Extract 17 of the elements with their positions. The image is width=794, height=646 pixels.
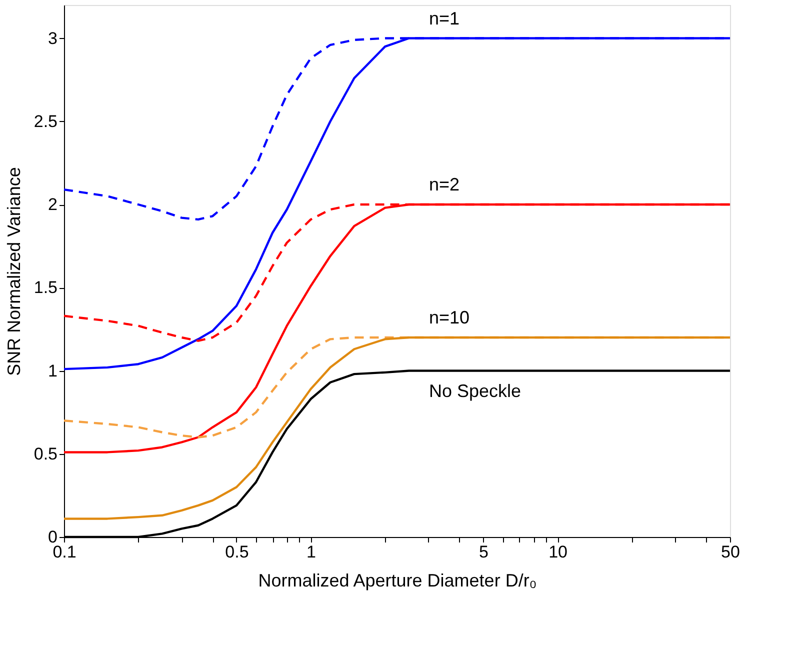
y-tick-label: 1 (48, 361, 58, 380)
y-tick-label: 1.5 (34, 278, 58, 298)
series-label: n=1 (429, 8, 460, 28)
x-tick-label: 10 (548, 542, 568, 562)
x-axis-title: Normalized Aperture Diameter D/r₀ (258, 570, 537, 590)
y-tick-label: 2.5 (34, 112, 58, 131)
y-tick-label: 3 (48, 28, 58, 48)
x-tick-label: 0.5 (225, 542, 249, 562)
y-tick-label: 2 (48, 195, 58, 214)
x-tick-label: 1 (306, 542, 316, 562)
series-label: n=2 (429, 174, 460, 194)
y-tick-label: 0.5 (34, 444, 58, 464)
x-tick-label: 50 (721, 542, 740, 562)
series-label: No Speckle (429, 380, 522, 401)
y-axis-title: SNR Normalized Variance (4, 167, 24, 376)
x-tick-label: 5 (479, 542, 488, 562)
series-label: n=10 (429, 308, 470, 328)
